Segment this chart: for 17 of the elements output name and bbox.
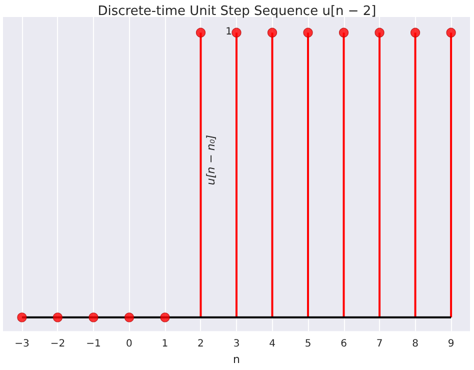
annotation: 1: [226, 26, 232, 38]
x-tick-label: 6: [340, 338, 347, 350]
x-tick-label: 8: [412, 338, 418, 350]
x-tick-label: 4: [269, 338, 276, 350]
x-tick-label: 5: [304, 338, 312, 350]
x-tick-label: 0: [126, 338, 132, 350]
x-axis-title: n: [233, 353, 240, 366]
y-axis-title: u[n − n₀]: [204, 134, 218, 186]
x-tick-label: −3: [14, 338, 30, 350]
chart-title: Discrete-time Unit Step Sequence u[n − 2]: [98, 4, 376, 19]
x-tick-label: 2: [198, 338, 204, 350]
x-tick-label: 1: [162, 338, 168, 350]
x-tick-label: 9: [448, 338, 454, 350]
x-tick-label: 3: [233, 338, 240, 350]
x-tick-label: 7: [376, 338, 383, 350]
x-tick-label: −2: [50, 338, 66, 350]
x-tick-label: −1: [86, 338, 101, 350]
